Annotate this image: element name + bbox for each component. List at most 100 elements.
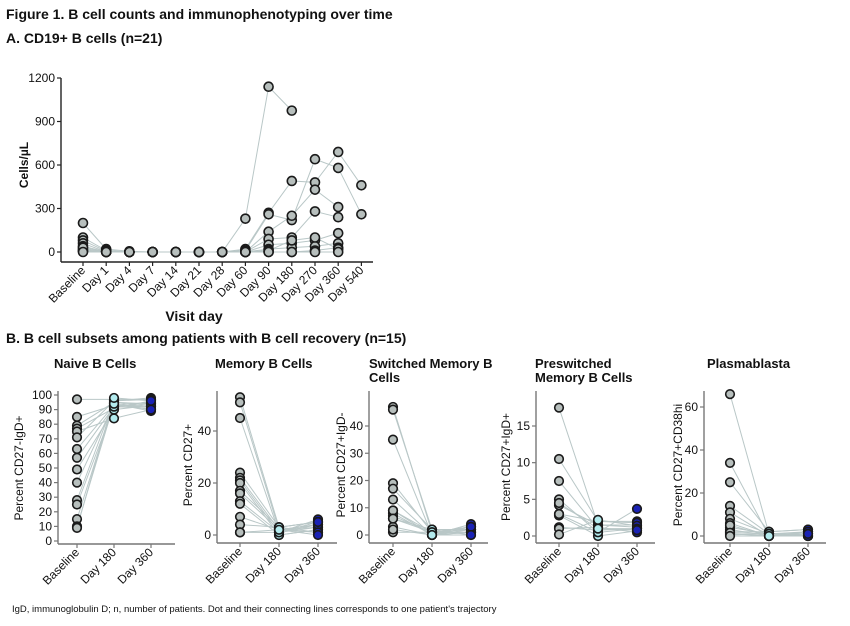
data-point-P11-0 <box>553 508 565 520</box>
data-point-P2-0 <box>724 457 736 469</box>
data-point-P3-8 <box>263 209 274 220</box>
data-point-P5-10 <box>309 206 321 217</box>
y-tick-label: 900 <box>35 115 55 129</box>
x-tick-label: Baseline <box>522 544 565 587</box>
y-tick-label: 300 <box>35 202 55 216</box>
data-point-P4-11 <box>332 201 344 213</box>
series-line-P5 <box>82 210 339 253</box>
series-line-P9 <box>82 236 339 253</box>
data-point-P12-0 <box>71 499 83 510</box>
data-point-P10-7 <box>240 246 251 258</box>
panel-b5-title: Plasmablasta <box>707 356 791 371</box>
data-point-P2-0 <box>234 397 246 408</box>
y-axis-label: Percent CD27-IgD+ <box>12 415 26 520</box>
y-tick-label: 0 <box>48 245 55 259</box>
data-point-P3-12 <box>356 209 367 220</box>
y-tick-label: 70 <box>39 432 53 446</box>
x-tick-label: Day 180 <box>78 545 120 587</box>
data-point-P10-0 <box>553 529 565 540</box>
x-tick-label: Day 360 <box>282 544 324 586</box>
y-tick-label: 40 <box>350 419 364 433</box>
figure-title: Figure 1. B cell counts and immunophenot… <box>6 6 393 22</box>
data-point-P3-10 <box>309 153 321 165</box>
series-line-P4 <box>239 472 319 528</box>
data-point-P15-0 <box>234 527 246 538</box>
y-tick-label: 0 <box>204 528 211 542</box>
series-line-P2 <box>729 462 809 537</box>
series-line-P5 <box>392 488 471 531</box>
y-tick-label: 600 <box>35 158 55 172</box>
data-point-P10-9 <box>286 246 298 258</box>
data-point-P10-1 <box>592 514 604 525</box>
data-point-P15-0 <box>387 524 399 535</box>
y-tick-label: 30 <box>350 446 364 460</box>
data-point-P4-9 <box>286 210 298 222</box>
y-axis-label: Cells/µL <box>17 142 31 188</box>
data-point-P14-2 <box>465 521 477 532</box>
data-point-P10-8 <box>263 246 274 258</box>
data-point-P2-12 <box>356 180 367 191</box>
x-tick-label: Day 360 <box>115 545 157 587</box>
series-line-P3 <box>729 481 809 533</box>
y-tick-label: 10 <box>517 456 531 470</box>
data-point-P1-0 <box>71 394 83 405</box>
y-tick-label: 5 <box>523 492 530 506</box>
data-point-P15-1 <box>426 529 438 541</box>
data-point-P15-1 <box>108 392 120 404</box>
y-tick-label: 60 <box>39 446 53 460</box>
data-point-P15-2 <box>802 528 814 539</box>
panel-b2-title: Memory B Cells <box>215 356 313 371</box>
series-line-P1 <box>392 406 472 533</box>
y-tick-label: 10 <box>350 501 364 515</box>
data-point-P14-2 <box>145 404 157 415</box>
data-point-P15-0 <box>724 530 736 542</box>
data-point-P10-10 <box>309 246 321 258</box>
data-point-P5-1 <box>108 413 120 424</box>
y-tick-label: 20 <box>39 505 53 519</box>
y-tick-label: 50 <box>39 461 53 475</box>
y-tick-label: 1200 <box>28 71 55 85</box>
data-point-P9-0 <box>71 464 83 475</box>
y-axis-label: Percent CD27+IgD- <box>334 412 348 517</box>
data-point-P15-2 <box>145 395 157 406</box>
y-tick-label: 0 <box>691 529 698 543</box>
data-point-P7-0 <box>71 443 83 455</box>
y-tick-label: 20 <box>350 474 364 488</box>
y-tick-label: 30 <box>39 490 53 504</box>
series-line-P1 <box>239 397 319 528</box>
y-tick-label: 10 <box>39 519 53 533</box>
data-point-P5-11 <box>332 211 344 223</box>
data-point-P1-0 <box>77 217 89 229</box>
data-point-P1-0 <box>553 402 565 413</box>
x-axis-label: Visit day <box>165 308 223 324</box>
data-point-P12-1 <box>592 523 604 534</box>
data-point-P2-11 <box>332 146 344 158</box>
data-point-P2-0 <box>387 404 399 415</box>
data-point-P12-2 <box>631 525 643 536</box>
data-point-P2-0 <box>553 453 565 465</box>
x-tick-label: Day 180 <box>562 544 604 586</box>
panel-b4-title: Preswitched Memory B Cells <box>535 356 633 385</box>
series-line-P1 <box>558 407 637 526</box>
data-point-P15-2 <box>312 529 324 541</box>
x-tick-label: Day 360 <box>772 544 814 586</box>
data-point-P14-0 <box>387 513 399 524</box>
y-tick-label: 100 <box>32 388 52 402</box>
data-point-P3-11 <box>332 162 344 174</box>
data-point-P1-8 <box>263 81 274 92</box>
data-point-P1-7 <box>240 213 251 224</box>
data-point-P1-9 <box>286 105 298 116</box>
y-tick-label: 0 <box>45 534 52 548</box>
data-point-P10-11 <box>332 246 344 258</box>
data-point-P3-0 <box>387 434 399 445</box>
y-tick-label: 20 <box>198 476 212 490</box>
data-point-P4-2 <box>631 503 643 514</box>
y-tick-label: 0 <box>523 529 530 543</box>
data-point-P12-0 <box>553 497 565 509</box>
y-tick-label: 90 <box>39 403 53 417</box>
data-point-P14-2 <box>312 516 324 528</box>
